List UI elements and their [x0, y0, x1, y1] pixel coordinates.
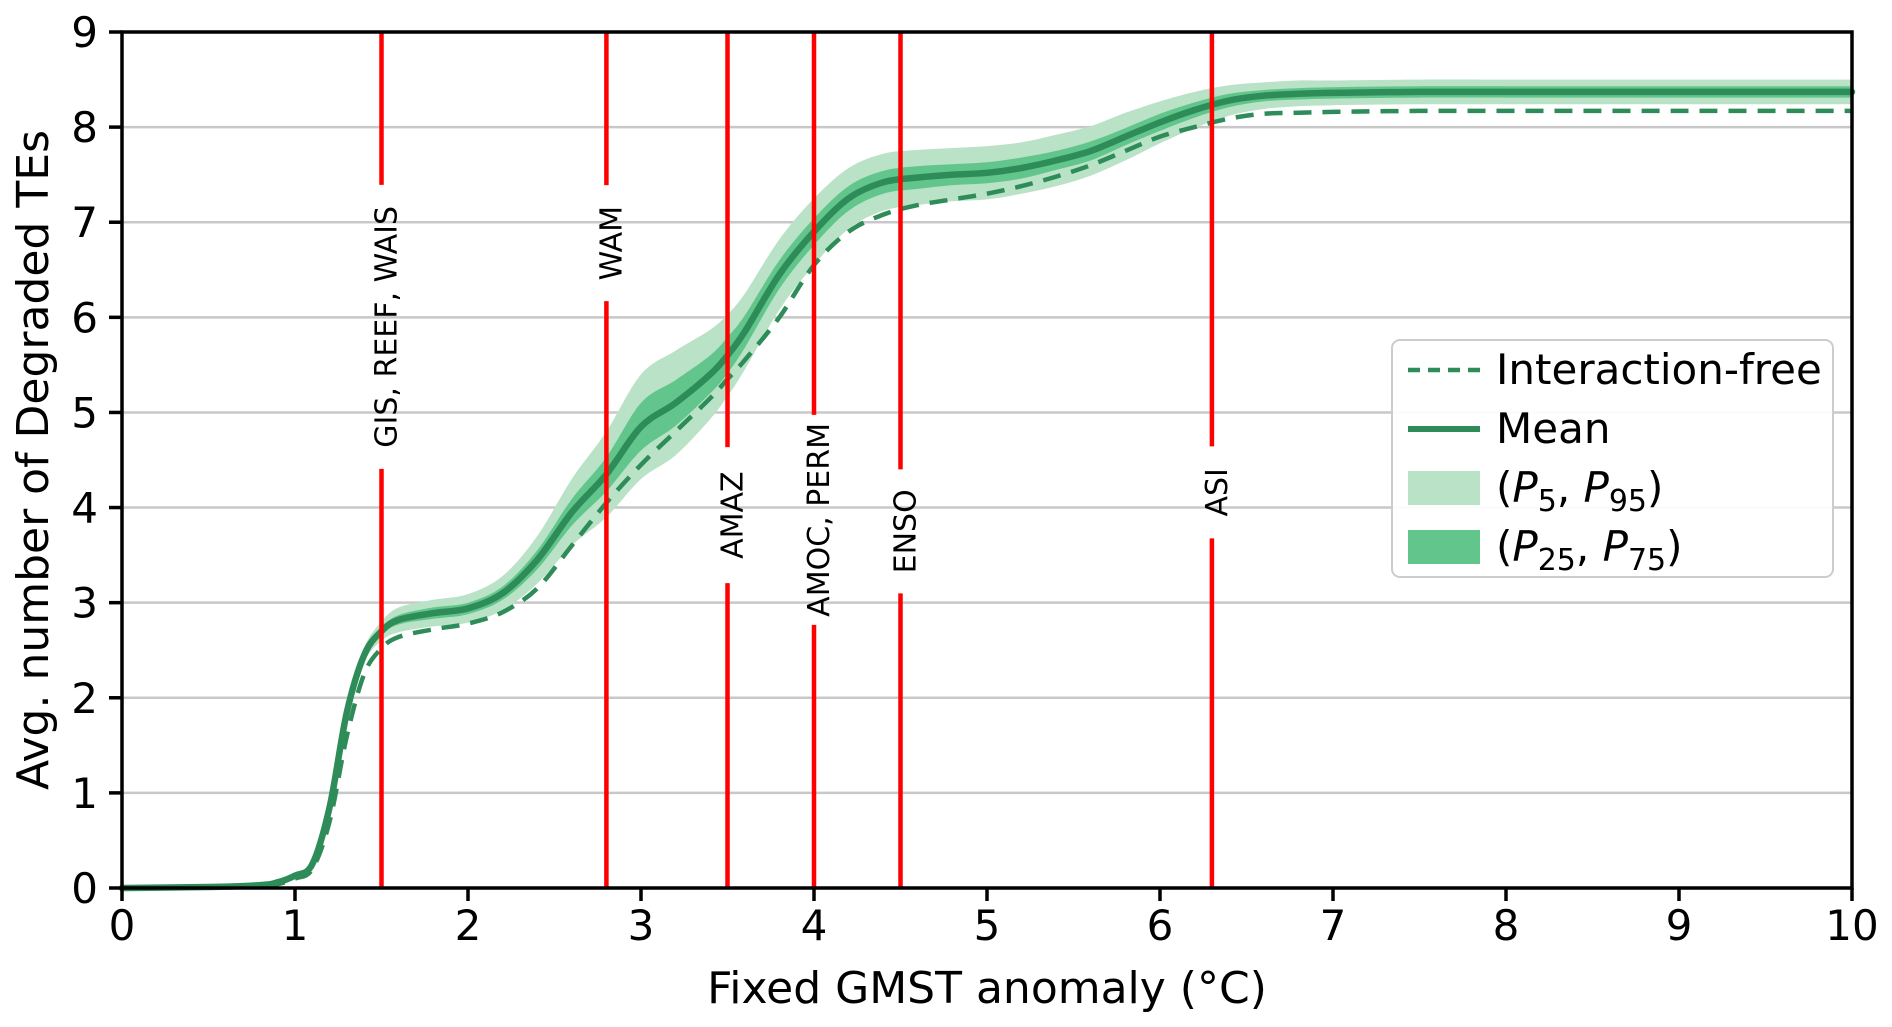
x-tick-label: 3 — [628, 901, 655, 950]
x-axis-label: Fixed GMST anomaly (°C) — [707, 963, 1267, 1014]
y-tick-label: 3 — [71, 579, 98, 628]
legend-band-outer-swatch — [1408, 471, 1480, 505]
y-tick-label: 4 — [71, 484, 98, 533]
x-tick-label: 8 — [1493, 901, 1520, 950]
y-tick-label: 5 — [71, 388, 98, 437]
interaction-free-line — [121, 108, 1852, 891]
x-tick-label: 5 — [974, 901, 1001, 950]
y-axis-label: Avg. number of Degraded TEs — [8, 130, 59, 790]
x-tick-label: 0 — [109, 901, 136, 950]
legend-band-inner-swatch — [1408, 530, 1480, 564]
legend-item-label: Mean — [1496, 404, 1610, 453]
y-tick-label: 8 — [71, 103, 98, 152]
legend-item-label: Interaction-free — [1496, 345, 1822, 394]
threshold-label: GIS, REEF, WAIS — [370, 206, 405, 448]
threshold-label: WAM — [594, 206, 629, 280]
threshold-label: ENSO — [889, 489, 924, 573]
y-tick-label: 7 — [71, 198, 98, 247]
x-tick-label: 1 — [282, 901, 309, 950]
y-tick-label: 6 — [71, 293, 98, 342]
mean-line — [118, 88, 1856, 892]
legend-item-label: (P5, P95) — [1496, 463, 1663, 519]
y-tick-label: 9 — [71, 8, 98, 57]
x-tick-label: 9 — [1666, 901, 1693, 950]
legend-item-label: (P25, P75) — [1496, 522, 1683, 578]
x-tick-label: 4 — [801, 901, 828, 950]
x-tick-label: 10 — [1825, 901, 1878, 950]
x-tick-label: 7 — [1320, 901, 1347, 950]
x-tick-label: 6 — [1147, 901, 1174, 950]
threshold-label: ASI — [1200, 468, 1235, 516]
threshold-label: AMOC, PERM — [802, 423, 837, 617]
y-tick-label: 0 — [71, 864, 98, 913]
threshold-label: AMAZ — [716, 471, 751, 558]
x-tick-label: 2 — [455, 901, 482, 950]
legend-box — [1391, 339, 1834, 578]
y-tick-label: 2 — [71, 674, 98, 723]
y-tick-label: 1 — [71, 769, 98, 818]
